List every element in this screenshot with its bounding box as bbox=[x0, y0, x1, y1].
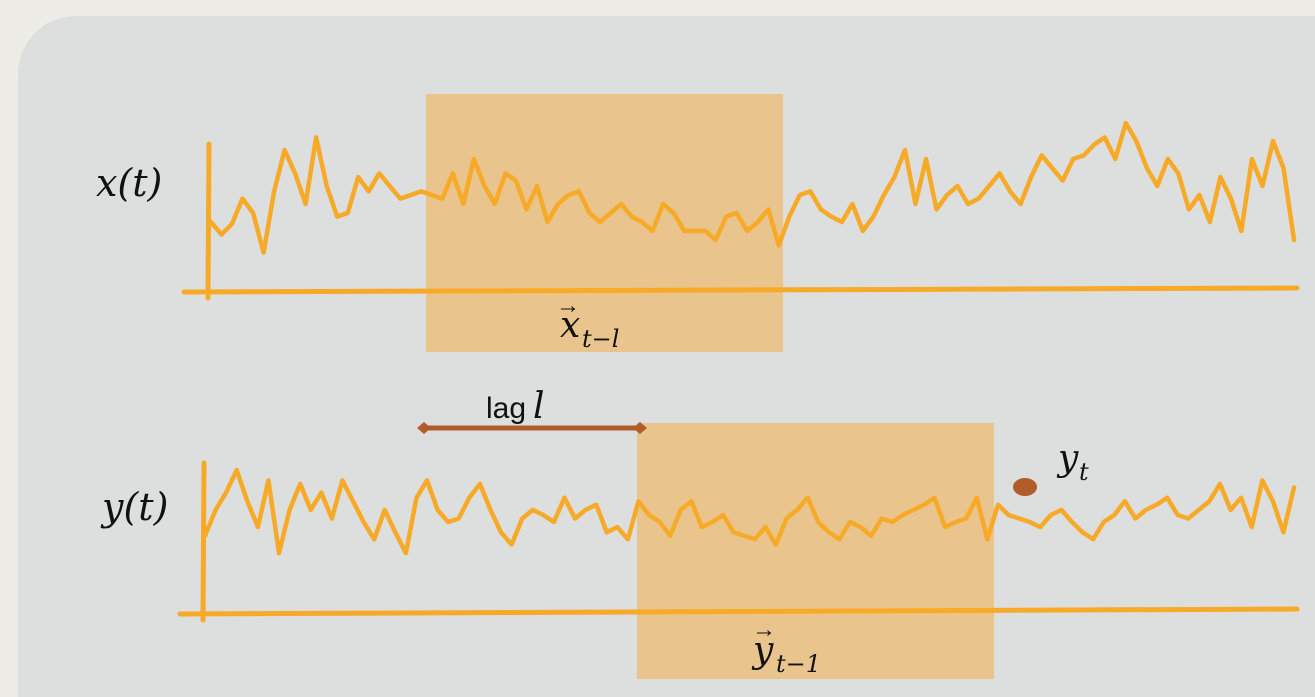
x-series-label: x(t) bbox=[96, 161, 162, 205]
lag-indicator: lag l bbox=[417, 386, 647, 434]
lag-symbol: l bbox=[533, 386, 545, 427]
x-vertical-axis bbox=[205, 141, 212, 301]
target-point-marker bbox=[1013, 478, 1037, 496]
target-label-base: y bbox=[1056, 438, 1079, 479]
vector-arrow-icon: → bbox=[556, 292, 580, 319]
y-window-label-subscript: t−1 bbox=[776, 650, 821, 678]
target-point-label: y t bbox=[1056, 438, 1089, 486]
x-window-label-subscript: t−l bbox=[582, 325, 619, 353]
y-signal-trace bbox=[202, 467, 1297, 556]
y-series-label: y(t) bbox=[100, 485, 168, 529]
y-vertical-axis bbox=[200, 460, 207, 623]
y-baseline bbox=[177, 606, 1300, 617]
x-baseline bbox=[181, 285, 1300, 295]
x-window-label-base: x bbox=[560, 305, 580, 346]
lag-text: lag bbox=[486, 392, 526, 425]
vector-arrow-icon: → bbox=[752, 616, 776, 643]
lag-right-marker bbox=[633, 422, 647, 434]
target-label-subscript: t bbox=[1079, 458, 1089, 486]
x-window-highlight bbox=[426, 94, 783, 352]
lag-left-marker bbox=[417, 422, 431, 434]
x-window-label: x → t−l bbox=[556, 292, 619, 353]
y-window-label-base: y bbox=[751, 630, 774, 671]
y-window-label: y → t−1 bbox=[751, 616, 821, 678]
x-signal-trace bbox=[208, 120, 1297, 255]
y-window-highlight bbox=[637, 423, 994, 679]
